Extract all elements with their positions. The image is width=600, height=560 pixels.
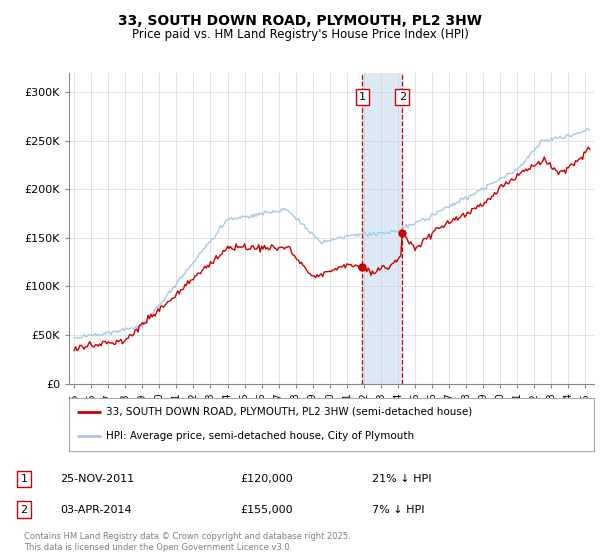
Text: 7% ↓ HPI: 7% ↓ HPI [372,505,425,515]
Text: £120,000: £120,000 [240,474,293,484]
Text: 2: 2 [20,505,28,515]
Text: 25-NOV-2011: 25-NOV-2011 [60,474,134,484]
Text: 33, SOUTH DOWN ROAD, PLYMOUTH, PL2 3HW: 33, SOUTH DOWN ROAD, PLYMOUTH, PL2 3HW [118,14,482,28]
Text: 33, SOUTH DOWN ROAD, PLYMOUTH, PL2 3HW (semi-detached house): 33, SOUTH DOWN ROAD, PLYMOUTH, PL2 3HW (… [106,407,472,417]
Text: 03-APR-2014: 03-APR-2014 [60,505,131,515]
Text: Contains HM Land Registry data © Crown copyright and database right 2025.
This d: Contains HM Land Registry data © Crown c… [24,532,350,552]
Text: 1: 1 [20,474,28,484]
Text: HPI: Average price, semi-detached house, City of Plymouth: HPI: Average price, semi-detached house,… [106,431,414,441]
Text: Price paid vs. HM Land Registry's House Price Index (HPI): Price paid vs. HM Land Registry's House … [131,28,469,41]
Text: £155,000: £155,000 [240,505,293,515]
Text: 1: 1 [359,92,366,102]
Text: 2: 2 [398,92,406,102]
Text: 21% ↓ HPI: 21% ↓ HPI [372,474,431,484]
Bar [362,73,402,384]
